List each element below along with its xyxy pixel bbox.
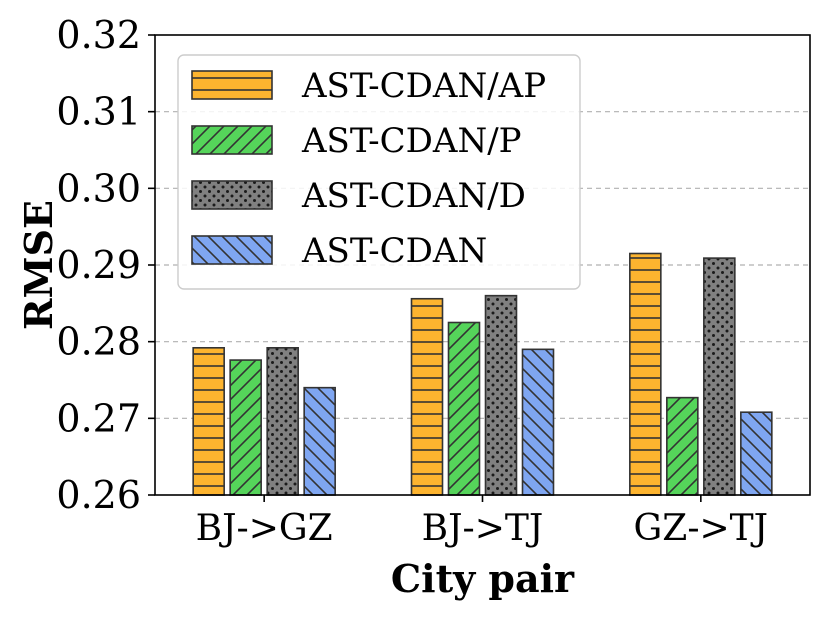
y-tick-label: 0.30	[56, 166, 141, 210]
bar-hatch	[703, 257, 736, 496]
bar-ast-cdan-d-bj-gz	[266, 346, 299, 496]
bar-hatch	[303, 386, 336, 496]
x-tick-label: BJ->TJ	[422, 508, 544, 549]
bar-ast-cdan-ap-gz-tj	[629, 252, 662, 496]
bar-hatch	[266, 346, 299, 496]
bar-ast-cdan-p-bj-tj	[447, 321, 481, 496]
legend-swatch	[191, 180, 273, 210]
legend-label: AST-CDAN/P	[301, 121, 522, 161]
legend-item: AST-CDAN/AP	[191, 66, 546, 106]
y-tick-label: 0.26	[56, 473, 141, 517]
bar-hatch	[521, 348, 555, 496]
bar-hatch	[229, 359, 262, 496]
x-ticks: BJ->GZ BJ->TJ GZ->TJ	[196, 495, 768, 549]
x-axis-title: City pair	[391, 556, 575, 601]
legend-item: AST-CDAN	[191, 231, 487, 271]
y-ticks: 0.26 0.27 0.28 0.29 0.30 0.31 0.32	[56, 13, 155, 517]
x-tick-label: BJ->GZ	[196, 508, 333, 549]
legend-box	[177, 54, 581, 290]
bar-hatch	[629, 252, 662, 496]
bar-hatch	[192, 346, 225, 496]
legend-swatch	[191, 125, 273, 155]
legend-label: AST-CDAN/D	[301, 176, 526, 216]
legend: AST-CDAN/AP AST-CDAN/P AST-CDAN/D AST-CDAN	[177, 54, 581, 290]
bar-ast-cdan-ap-bj-tj	[410, 297, 444, 496]
legend-item: AST-CDAN/P	[191, 121, 522, 161]
bar-ast-cdan-p-gz-tj	[666, 396, 699, 496]
bar-hatch	[447, 321, 481, 496]
bar-ast-cdan-gz-tj	[740, 411, 773, 496]
bar-hatch	[410, 297, 444, 496]
y-tick-label: 0.28	[56, 320, 141, 364]
y-axis-title: RMSE	[16, 200, 61, 330]
legend-swatch	[191, 235, 273, 265]
y-tick-label: 0.27	[56, 396, 141, 440]
y-tick-label: 0.31	[56, 90, 141, 134]
bar-ast-cdan-bj-tj	[521, 348, 555, 496]
y-tick-label: 0.32	[56, 13, 141, 57]
bar-hatch	[666, 396, 699, 496]
legend-label: AST-CDAN/AP	[301, 66, 546, 106]
bar-hatch	[484, 294, 518, 496]
bar-ast-cdan-d-bj-tj	[484, 294, 518, 496]
legend-label: AST-CDAN	[301, 231, 487, 271]
y-tick-label: 0.29	[56, 243, 141, 287]
bars	[192, 252, 773, 496]
bar-ast-cdan-d-gz-tj	[703, 257, 736, 496]
x-tick-label: GZ->TJ	[634, 508, 769, 549]
bar-ast-cdan-bj-gz	[303, 386, 336, 496]
bar-hatch	[740, 411, 773, 496]
legend-item: AST-CDAN/D	[191, 176, 526, 216]
bar-ast-cdan-ap-bj-gz	[192, 346, 225, 496]
legend-swatch	[191, 70, 273, 100]
bar-ast-cdan-p-bj-gz	[229, 359, 262, 496]
